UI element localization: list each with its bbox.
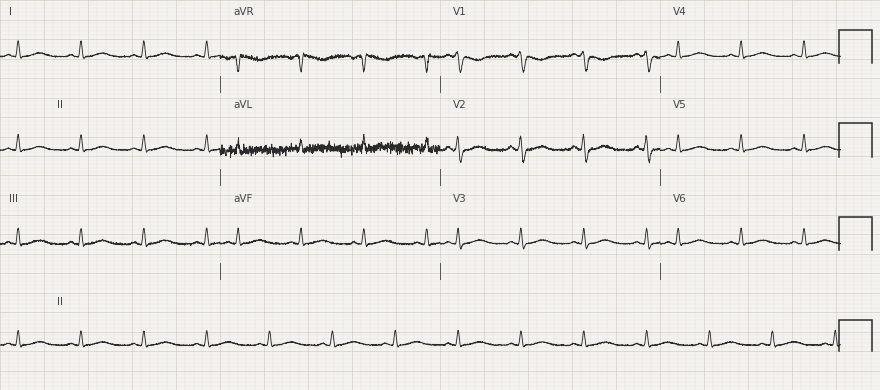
Text: III: III xyxy=(9,194,18,204)
Text: V4: V4 xyxy=(673,7,687,17)
Text: aVR: aVR xyxy=(233,7,253,17)
Text: aVF: aVF xyxy=(233,194,253,204)
Text: V5: V5 xyxy=(673,100,687,110)
Text: II: II xyxy=(57,100,63,110)
Text: V3: V3 xyxy=(453,194,467,204)
Text: V2: V2 xyxy=(453,100,467,110)
Text: II: II xyxy=(57,297,63,307)
Text: I: I xyxy=(9,7,11,17)
Text: V1: V1 xyxy=(453,7,467,17)
Text: aVL: aVL xyxy=(233,100,253,110)
Text: V6: V6 xyxy=(673,194,687,204)
